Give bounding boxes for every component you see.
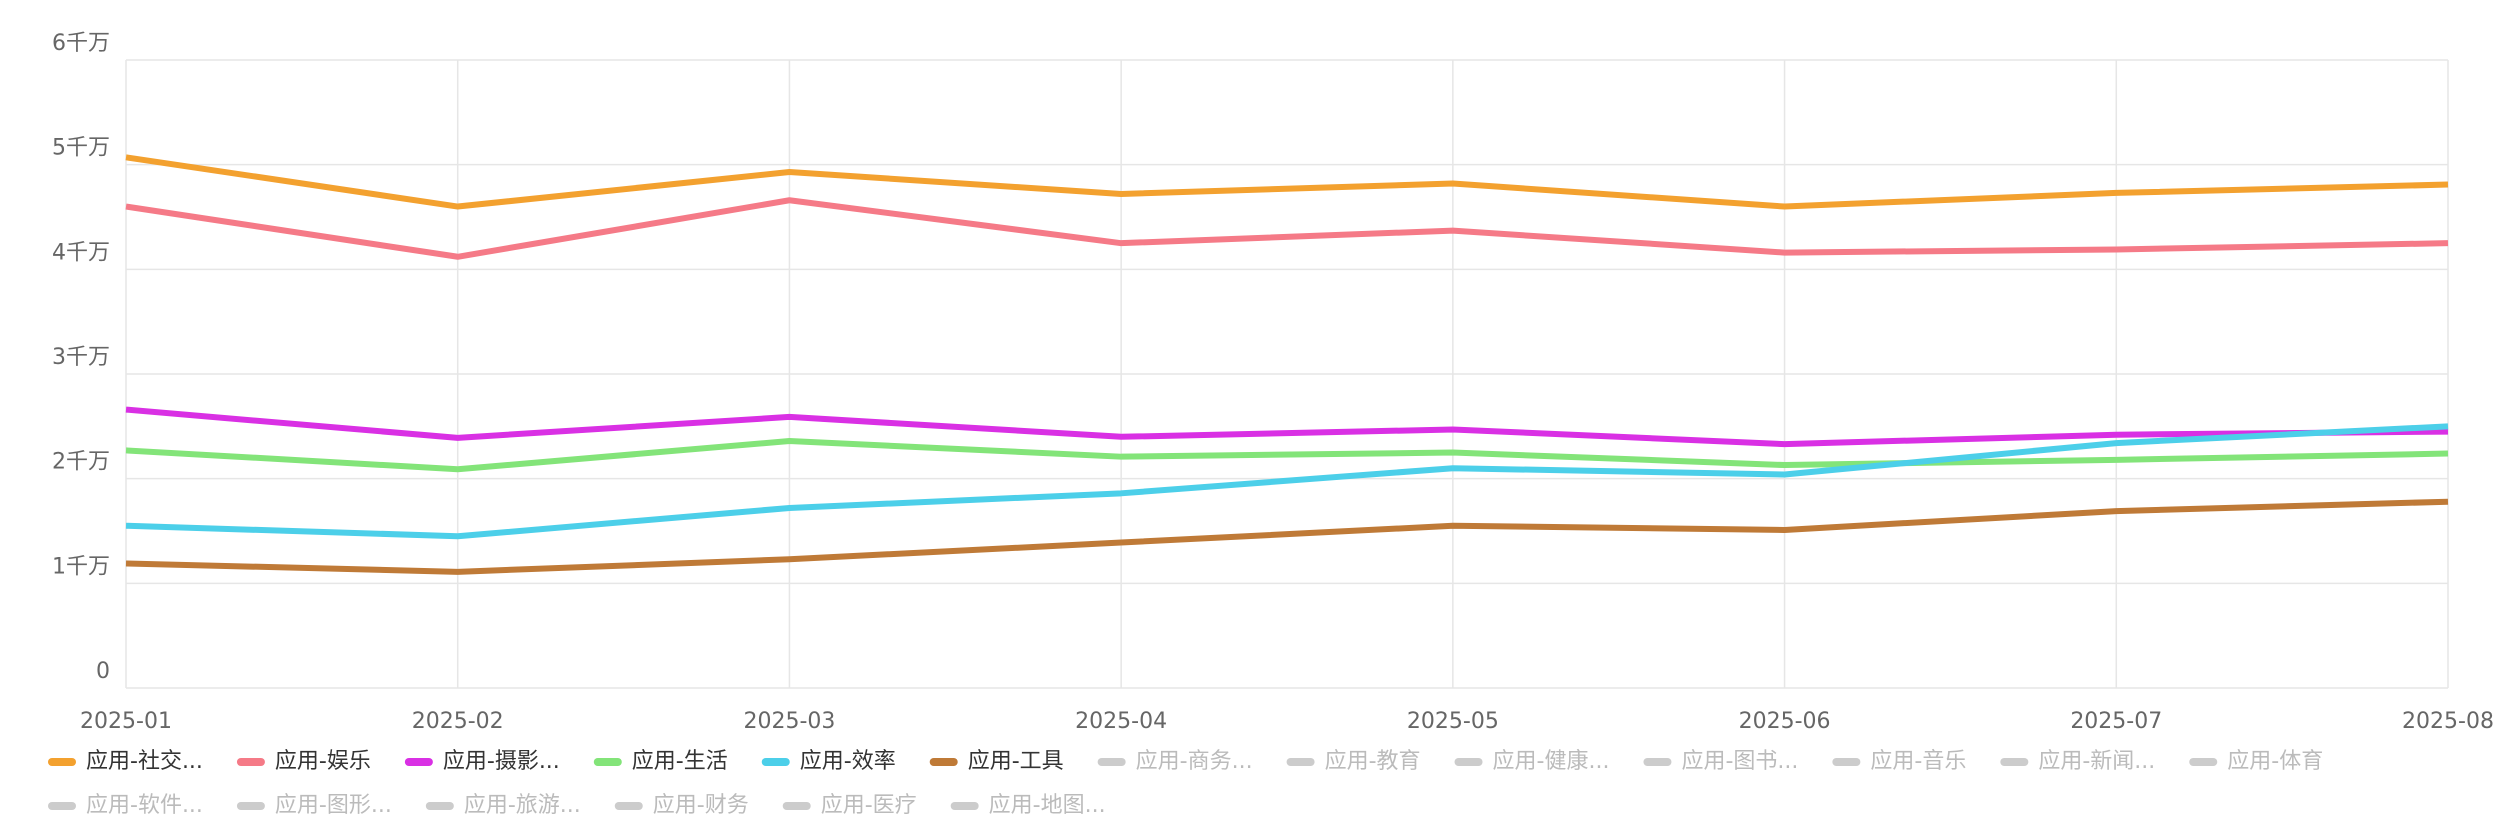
legend-swatch	[2000, 758, 2029, 766]
legend-item-inactive: 应用-医疗	[782, 793, 917, 818]
legend-item: 应用-社交...	[48, 749, 203, 774]
legend-swatch	[2189, 758, 2218, 766]
x-tick-label: 2025-06	[1739, 709, 1831, 734]
legend-item-inactive: 应用-健康...	[1454, 749, 1610, 774]
legend-swatch	[48, 802, 76, 810]
legend-label: 应用-音乐	[1870, 749, 1966, 774]
x-tick-label: 2025-05	[1407, 709, 1499, 734]
legend-label: 应用-图形...	[275, 793, 392, 818]
legend-swatch	[236, 802, 265, 810]
legend-item: 应用-娱乐	[236, 749, 371, 774]
legend-item-inactive: 应用-图形...	[236, 793, 392, 818]
series-line	[125, 423, 2449, 540]
legend-item-inactive: 应用-商务...	[1097, 749, 1253, 774]
legend-label: 应用-生活	[632, 749, 728, 774]
legend-item: 应用-生活	[593, 749, 728, 774]
legend-label: 应用-软件...	[86, 793, 203, 818]
legend-label: 应用-财务	[653, 793, 749, 818]
legend-label: 应用-医疗	[821, 793, 917, 818]
legend-item-inactive: 应用-图书...	[1643, 749, 1798, 774]
legend-label: 应用-体育	[2227, 749, 2323, 774]
y-tick-label: 3千万	[52, 345, 110, 370]
legend-item-inactive: 应用-旅游...	[425, 793, 581, 818]
legend-swatch	[404, 758, 433, 766]
legend-swatch	[1832, 758, 1861, 766]
legend-label: 应用-新闻...	[2038, 749, 2155, 774]
legend-swatch	[236, 758, 265, 766]
legend-label: 应用-摄影...	[443, 749, 560, 774]
legend-item: 应用-摄影...	[404, 749, 560, 774]
legend-item-inactive: 应用-音乐	[1832, 749, 1966, 774]
legend-label: 应用-旅游...	[464, 793, 581, 818]
x-tick-label: 2025-03	[743, 709, 835, 734]
legend-item-inactive: 应用-新闻...	[2000, 749, 2155, 774]
series-line	[125, 437, 2449, 473]
legend-label: 应用-娱乐	[275, 749, 371, 774]
legend-label: 应用-效率	[800, 749, 896, 774]
series-line	[125, 498, 2449, 575]
legend-swatch	[1643, 758, 1672, 766]
x-tick-label: 2025-02	[412, 709, 504, 734]
legend-swatch	[425, 802, 454, 810]
legend-swatch	[614, 802, 643, 810]
legend-item-inactive: 应用-软件...	[48, 793, 203, 818]
legend-item: 应用-工具	[929, 749, 1064, 774]
x-tick-label: 2025-08	[2402, 709, 2494, 734]
legend-swatch	[761, 758, 790, 766]
legend-swatch	[593, 758, 622, 766]
legend-item-inactive: 应用-财务	[614, 793, 749, 818]
legend-label: 应用-商务...	[1136, 749, 1253, 774]
y-tick-label: 1千万	[52, 554, 110, 579]
legend-label: 应用-教育	[1325, 749, 1421, 774]
series-line	[125, 197, 2449, 260]
legend-swatch	[1454, 758, 1483, 766]
y-tick-label: 2千万	[52, 450, 110, 475]
y-tick-label: 6千万	[52, 31, 110, 56]
legend-label: 应用-图书...	[1681, 749, 1798, 774]
y-tick-label: 4千万	[52, 240, 110, 265]
x-tick-label: 2025-04	[1075, 709, 1167, 734]
legend-swatch	[1097, 758, 1126, 766]
x-tick-label: 2025-07	[2070, 709, 2162, 734]
legend-swatch	[782, 802, 811, 810]
legend-label: 应用-地图...	[989, 793, 1106, 818]
legend-swatch	[929, 758, 958, 766]
legend-item-inactive: 应用-地图...	[950, 793, 1106, 818]
legend-label: 应用-社交...	[86, 749, 203, 774]
legend-label: 应用-工具	[968, 749, 1064, 774]
legend-swatch	[950, 802, 979, 810]
legend-swatch	[1286, 758, 1315, 766]
series-line	[125, 154, 2449, 210]
y-tick-label: 0	[96, 659, 110, 684]
legend-item-inactive: 应用-教育	[1286, 749, 1421, 774]
series-line	[125, 406, 2449, 448]
legend-item: 应用-效率	[761, 749, 896, 774]
y-tick-label: 5千万	[52, 136, 110, 161]
x-tick-label: 2025-01	[80, 709, 172, 734]
legend-label: 应用-健康...	[1493, 749, 1610, 774]
legend-swatch	[48, 758, 76, 766]
legend-item-inactive: 应用-体育	[2189, 749, 2323, 774]
